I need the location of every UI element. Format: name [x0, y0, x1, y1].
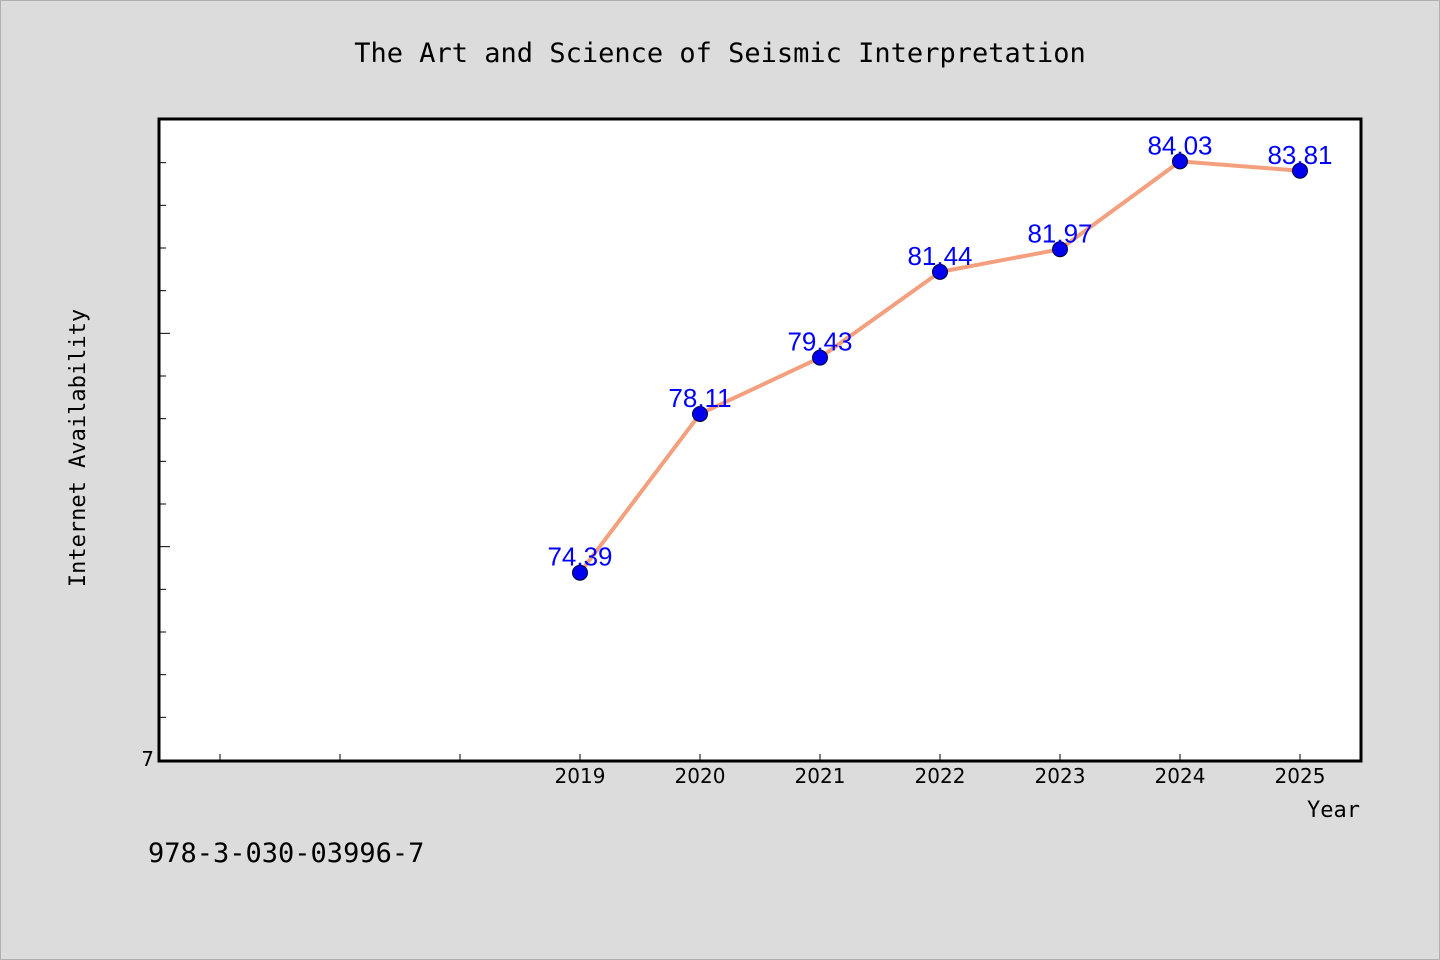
data-label: 81.44 [907, 241, 972, 271]
x-tick-label: 2019 [555, 764, 606, 788]
data-labels-group: 74.39 78.11 79.43 81.44 81.97 84.03 83.81 [547, 130, 1332, 571]
data-point-marker [572, 564, 588, 581]
x-tick-label: 2020 [675, 764, 726, 788]
x-tick-label: 2025 [1275, 764, 1326, 788]
x-axis-title: Year [1307, 798, 1360, 823]
data-label: 79.43 [787, 327, 852, 357]
data-point-marker [1172, 153, 1188, 170]
data-point-marker [812, 349, 828, 366]
x-tick-label: 2024 [1155, 764, 1206, 788]
data-point-marker [1052, 241, 1068, 258]
plot-area [157, 117, 1363, 763]
x-tick-label: 2023 [1035, 764, 1086, 788]
y-axis-title: Internet Availability [66, 309, 91, 587]
y-axis: 7 [141, 119, 170, 771]
series-line-group [572, 153, 1308, 581]
data-label: 83.81 [1267, 140, 1332, 170]
data-label: 74.39 [547, 542, 612, 572]
x-tick-label: 2022 [915, 764, 966, 788]
data-label: 81.97 [1027, 218, 1092, 248]
data-point-marker [692, 405, 708, 422]
isbn-footer: 978-3-030-03996-7 [148, 838, 424, 869]
y-tick-label: 7 [141, 747, 154, 771]
data-point-marker [1292, 162, 1308, 179]
data-label: 84.03 [1147, 130, 1212, 160]
data-point-marker [932, 263, 948, 280]
x-tick-label: 2021 [795, 764, 846, 788]
x-axis: 2019 2020 2021 2022 2023 2024 2025 [219, 754, 1326, 788]
data-label: 78.11 [668, 383, 731, 413]
chart-title: The Art and Science of Seismic Interpret… [354, 38, 1086, 69]
